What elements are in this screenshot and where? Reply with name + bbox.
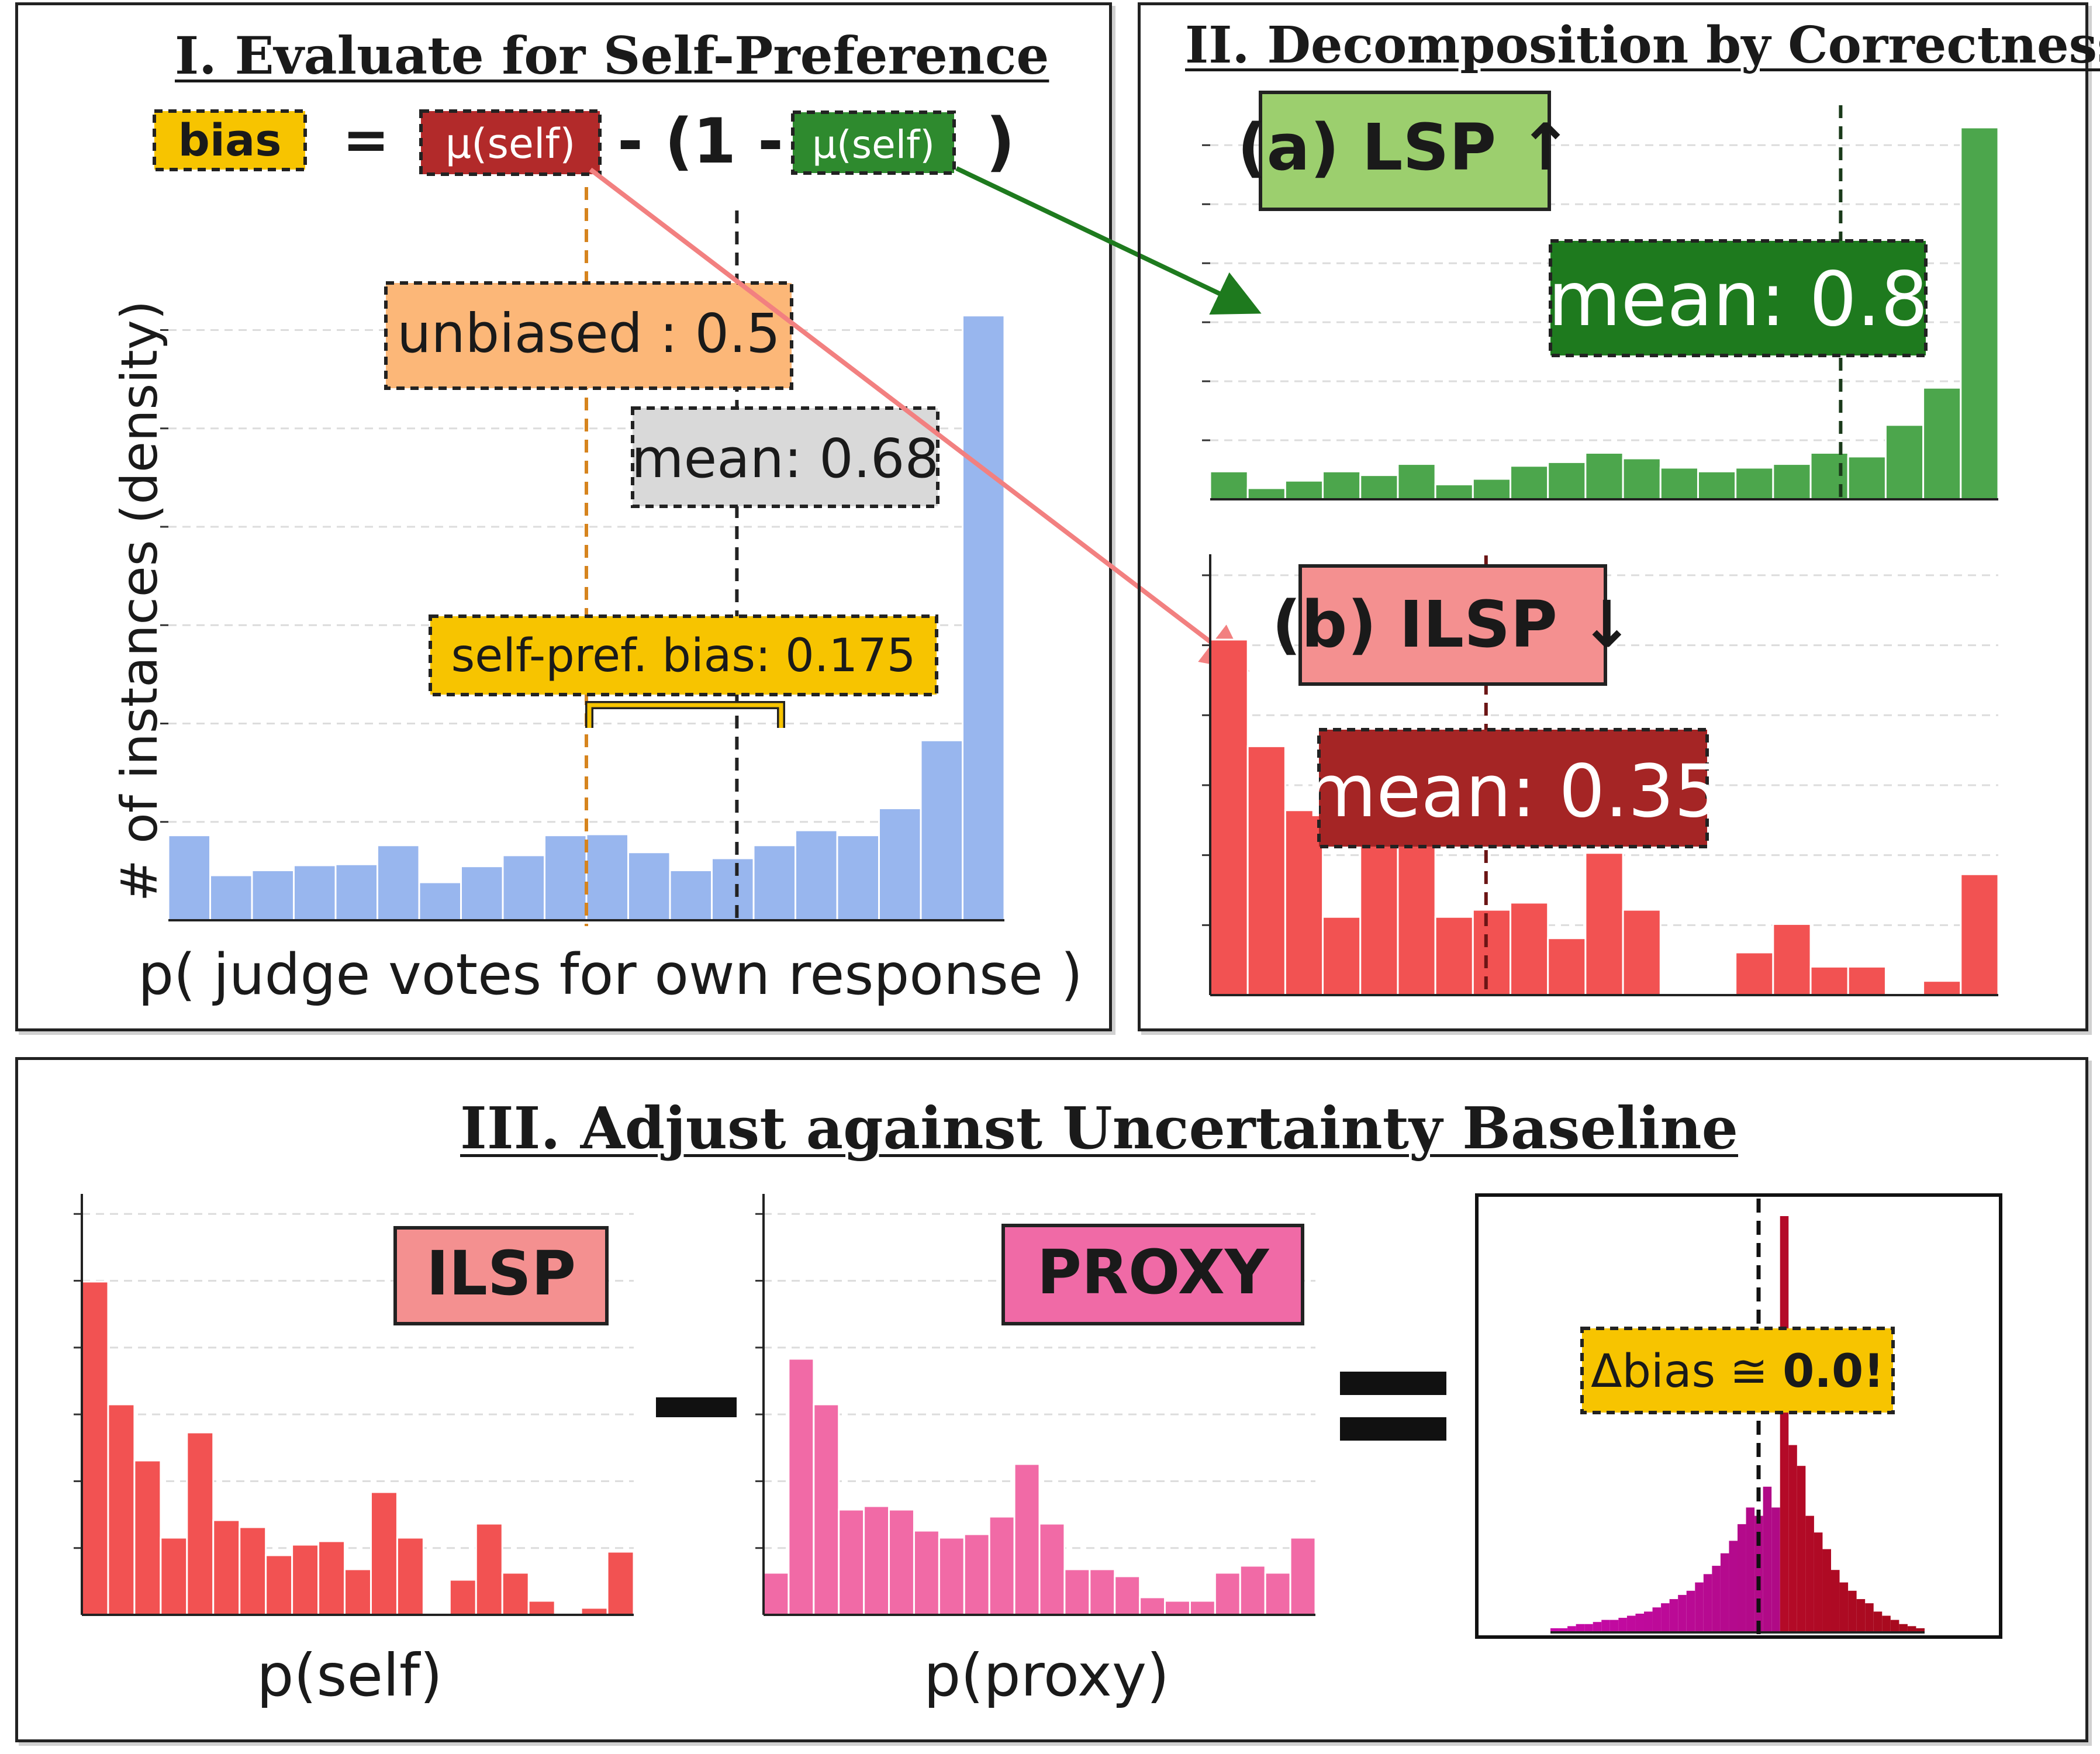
panel1-title: I. Evaluate for Self-Preference (175, 25, 1049, 86)
panel-decomposition: II. Decomposition by Correctness (1138, 2, 2100, 1031)
panel-evaluate: I. Evaluate for Self-Preference (15, 2, 1112, 1031)
panel2-title: II. Decomposition by Correctness (1185, 16, 2100, 75)
panel3-title: III. Adjust against Uncertainty Baseline (460, 1095, 1739, 1162)
panel-adjust: III. Adjust against Uncertainty Baseline (15, 1057, 2088, 1742)
